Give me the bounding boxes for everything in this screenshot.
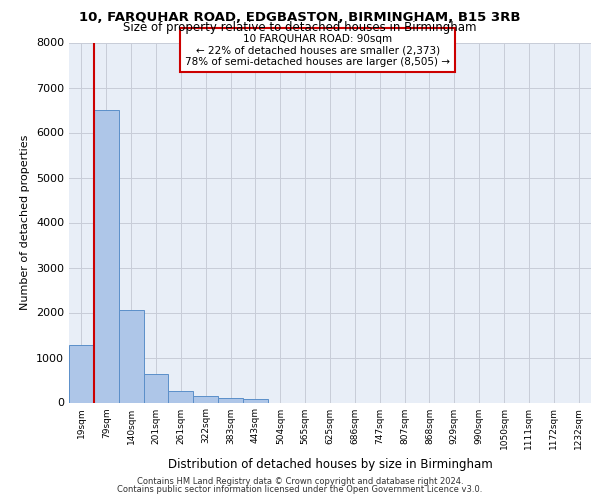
Bar — [94, 110, 119, 403]
Bar — [169, 391, 193, 402]
Bar — [218, 398, 243, 402]
Text: Size of property relative to detached houses in Birmingham: Size of property relative to detached ho… — [123, 22, 477, 35]
Bar — [193, 396, 218, 402]
Bar — [69, 345, 94, 403]
Bar — [243, 399, 268, 402]
Text: Contains public sector information licensed under the Open Government Licence v3: Contains public sector information licen… — [118, 485, 482, 494]
Text: 10, FARQUHAR ROAD, EDGBASTON, BIRMINGHAM, B15 3RB: 10, FARQUHAR ROAD, EDGBASTON, BIRMINGHAM… — [79, 11, 521, 24]
X-axis label: Distribution of detached houses by size in Birmingham: Distribution of detached houses by size … — [167, 458, 493, 471]
Text: 10 FARQUHAR ROAD: 90sqm
← 22% of detached houses are smaller (2,373)
78% of semi: 10 FARQUHAR ROAD: 90sqm ← 22% of detache… — [185, 34, 450, 66]
Y-axis label: Number of detached properties: Number of detached properties — [20, 135, 31, 310]
Text: Contains HM Land Registry data © Crown copyright and database right 2024.: Contains HM Land Registry data © Crown c… — [137, 477, 463, 486]
Bar — [119, 310, 143, 402]
Bar — [143, 374, 169, 402]
